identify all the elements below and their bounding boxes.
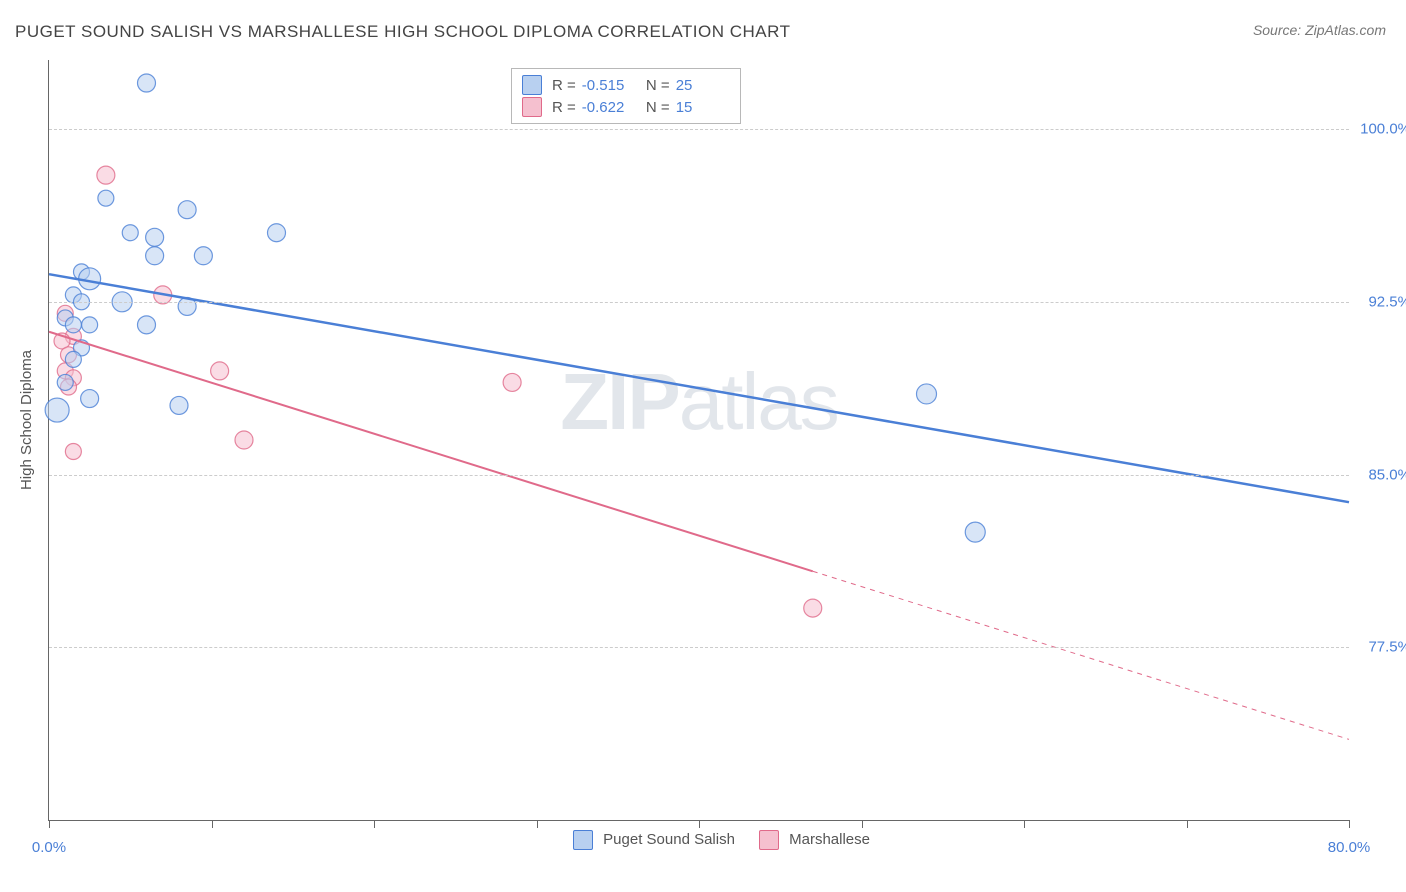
x-tick-mark (862, 820, 863, 828)
gridline-horizontal (49, 302, 1349, 303)
series1-point (965, 522, 985, 542)
series1-point (98, 190, 114, 206)
series1-point (65, 351, 81, 367)
legend-label-series1: Puget Sound Salish (603, 831, 735, 848)
x-tick-mark (1024, 820, 1025, 828)
x-tick-mark (212, 820, 213, 828)
x-tick-mark (537, 820, 538, 828)
y-tick-label: 77.5% (1356, 639, 1406, 656)
y-tick-label: 92.5% (1356, 293, 1406, 310)
x-tick-label: 80.0% (1328, 839, 1371, 856)
series1-point (178, 201, 196, 219)
series1-point (268, 224, 286, 242)
series2-point (235, 431, 253, 449)
gridline-horizontal (49, 129, 1349, 130)
series1-point (82, 317, 98, 333)
series1-point (138, 316, 156, 334)
series1-point (65, 317, 81, 333)
series1-point (138, 74, 156, 92)
series1-point (81, 390, 99, 408)
y-tick-label: 100.0% (1356, 121, 1406, 138)
legend-item-series2: Marshallese (759, 830, 870, 850)
gridline-horizontal (49, 475, 1349, 476)
series2-point (65, 444, 81, 460)
chart-title: PUGET SOUND SALISH VS MARSHALLESE HIGH S… (15, 22, 790, 42)
series1-point (122, 225, 138, 241)
y-axis-label: High School Diploma (18, 350, 35, 490)
regression-line-series1 (49, 274, 1349, 502)
x-tick-label: 0.0% (32, 839, 66, 856)
legend-label-series2: Marshallese (789, 831, 870, 848)
regression-line-series2-extrapolated (813, 571, 1349, 739)
plot-area: ZIPatlas R = -0.515 N = 25 R = -0.622 N … (48, 60, 1349, 821)
chart-container: PUGET SOUND SALISH VS MARSHALLESE HIGH S… (0, 0, 1406, 892)
series-legend: Puget Sound Salish Marshallese (573, 830, 870, 850)
source-attribution: Source: ZipAtlas.com (1253, 22, 1386, 38)
series2-point (97, 166, 115, 184)
series2-point (804, 599, 822, 617)
series1-point (170, 396, 188, 414)
x-tick-mark (374, 820, 375, 828)
regression-line-series2 (49, 332, 813, 572)
series2-point (211, 362, 229, 380)
x-tick-mark (1349, 820, 1350, 828)
chart-svg (49, 60, 1349, 820)
y-tick-label: 85.0% (1356, 466, 1406, 483)
series1-point (146, 228, 164, 246)
series1-point (45, 398, 69, 422)
series1-point (917, 384, 937, 404)
x-tick-mark (49, 820, 50, 828)
x-tick-mark (1187, 820, 1188, 828)
series1-point (194, 247, 212, 265)
legend-swatch-series2 (759, 830, 779, 850)
series2-point (503, 373, 521, 391)
x-tick-mark (699, 820, 700, 828)
series1-point (146, 247, 164, 265)
series1-point (57, 374, 73, 390)
gridline-horizontal (49, 647, 1349, 648)
legend-swatch-series1 (573, 830, 593, 850)
legend-item-series1: Puget Sound Salish (573, 830, 735, 850)
